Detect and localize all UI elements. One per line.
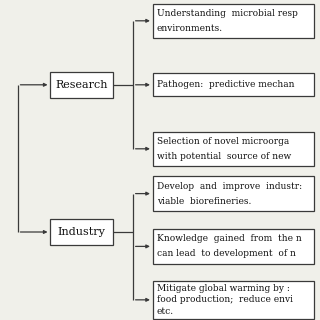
Text: Research: Research	[55, 80, 108, 90]
Text: with potential  source of new: with potential source of new	[157, 152, 291, 161]
FancyBboxPatch shape	[153, 229, 314, 264]
Text: Develop  and  improve  industr:: Develop and improve industr:	[157, 181, 302, 191]
FancyBboxPatch shape	[51, 219, 113, 245]
FancyBboxPatch shape	[153, 176, 314, 211]
Text: food production;  reduce envi: food production; reduce envi	[157, 295, 292, 304]
Text: can lead  to development  of n: can lead to development of n	[157, 249, 295, 259]
FancyBboxPatch shape	[153, 281, 314, 319]
Text: viable  biorefineries.: viable biorefineries.	[157, 196, 251, 206]
Text: Industry: Industry	[58, 227, 106, 237]
FancyBboxPatch shape	[153, 73, 314, 96]
Text: Knowledge  gained  from  the n: Knowledge gained from the n	[157, 234, 301, 244]
FancyBboxPatch shape	[51, 72, 113, 98]
Text: Mitigate global warming by :: Mitigate global warming by :	[157, 284, 290, 293]
Text: Pathogen:  predictive mechan: Pathogen: predictive mechan	[157, 80, 294, 89]
Text: Selection of novel microorga: Selection of novel microorga	[157, 137, 289, 146]
Text: etc.: etc.	[157, 307, 174, 316]
FancyBboxPatch shape	[153, 4, 314, 38]
Text: environments.: environments.	[157, 24, 223, 33]
Text: Understanding  microbial resp: Understanding microbial resp	[157, 9, 298, 18]
FancyBboxPatch shape	[153, 132, 314, 166]
